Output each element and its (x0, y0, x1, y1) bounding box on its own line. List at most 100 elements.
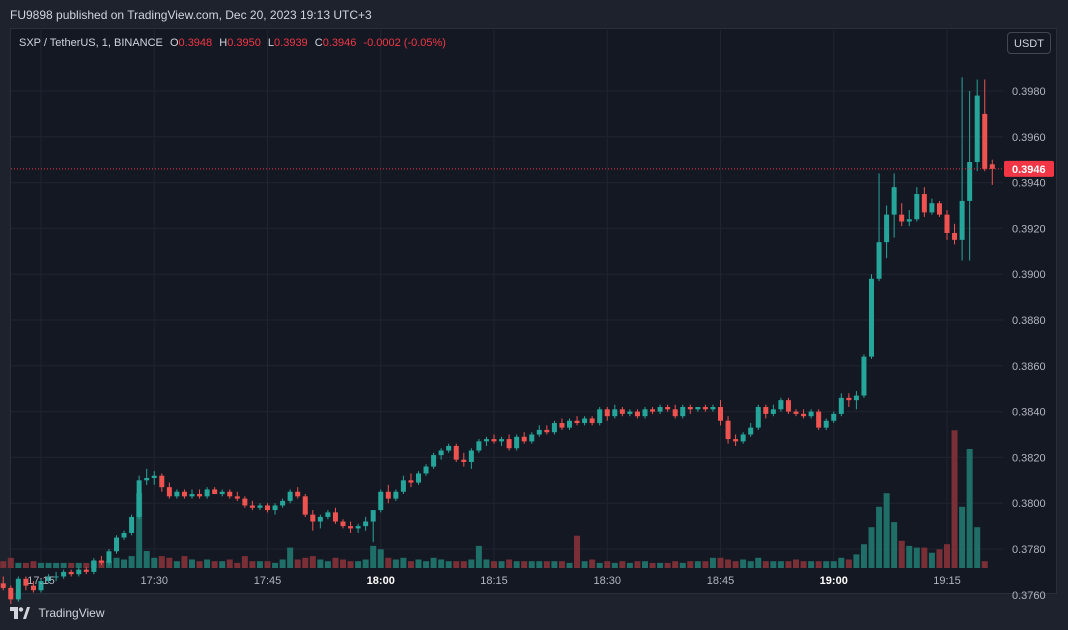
candle[interactable] (695, 407, 701, 410)
candle[interactable] (340, 521, 346, 527)
candle[interactable] (506, 439, 512, 449)
candle[interactable] (544, 429, 550, 433)
candle[interactable] (166, 487, 172, 497)
candle[interactable] (91, 560, 97, 572)
candle[interactable] (627, 411, 633, 414)
candle[interactable] (385, 491, 391, 499)
candle[interactable] (393, 491, 399, 499)
candle[interactable] (831, 413, 837, 421)
candle[interactable] (438, 450, 444, 456)
candle[interactable] (197, 494, 203, 497)
candle[interactable] (332, 512, 338, 522)
candle[interactable] (310, 514, 316, 522)
candle[interactable] (257, 505, 263, 508)
candle[interactable] (733, 439, 739, 442)
candle[interactable] (129, 516, 135, 533)
candle[interactable] (204, 489, 210, 497)
currency-button[interactable]: USDT (1007, 32, 1051, 54)
candle[interactable] (227, 491, 233, 497)
candle[interactable] (144, 478, 150, 481)
candle[interactable] (619, 409, 625, 414)
candle[interactable] (793, 411, 799, 414)
candle[interactable] (295, 491, 301, 497)
candle[interactable] (551, 423, 557, 433)
candle[interactable] (982, 113, 988, 169)
candle[interactable] (151, 475, 157, 479)
candle[interactable] (869, 278, 874, 357)
candle[interactable] (974, 95, 980, 162)
candle[interactable] (718, 407, 723, 421)
candle[interactable] (567, 420, 572, 428)
candle[interactable] (521, 436, 527, 442)
candle[interactable] (423, 466, 429, 474)
candle[interactable] (15, 578, 21, 600)
candle[interactable] (416, 473, 421, 483)
candle[interactable] (370, 510, 376, 522)
candle[interactable] (83, 569, 89, 572)
candle[interactable] (348, 526, 354, 529)
candle[interactable] (914, 194, 920, 220)
candle[interactable] (801, 413, 807, 417)
candle[interactable] (959, 200, 965, 240)
footer-brand[interactable]: TradingView (38, 605, 105, 620)
candle[interactable] (499, 439, 505, 442)
candle[interactable] (891, 187, 897, 215)
candle[interactable] (287, 491, 293, 501)
candle[interactable] (355, 526, 361, 529)
candle[interactable] (514, 436, 520, 449)
candle[interactable] (634, 411, 640, 417)
candle[interactable] (755, 407, 761, 428)
candle[interactable] (76, 569, 82, 575)
candle[interactable] (468, 450, 474, 462)
chart-frame[interactable] (10, 28, 1057, 594)
candle[interactable] (597, 409, 603, 424)
candle[interactable] (325, 512, 331, 517)
candle[interactable] (899, 214, 905, 222)
candle[interactable] (763, 407, 769, 414)
candle[interactable] (189, 494, 195, 497)
candle[interactable] (665, 407, 671, 410)
candle[interactable] (280, 500, 286, 506)
candle[interactable] (861, 356, 867, 396)
candle[interactable] (491, 439, 497, 442)
candle[interactable] (461, 459, 467, 462)
candle[interactable] (967, 161, 973, 201)
candle[interactable] (265, 505, 270, 511)
candle[interactable] (106, 551, 112, 563)
candle[interactable] (846, 397, 852, 401)
candle[interactable] (181, 491, 187, 497)
candle[interactable] (53, 576, 59, 578)
candle[interactable] (378, 491, 384, 511)
candle[interactable] (906, 219, 912, 222)
candle[interactable] (929, 203, 935, 213)
candle[interactable] (944, 214, 950, 233)
candle[interactable] (778, 400, 784, 410)
candle[interactable] (249, 505, 255, 508)
candle[interactable] (710, 407, 716, 410)
candle[interactable] (989, 164, 995, 169)
candle[interactable] (8, 587, 14, 600)
candle[interactable] (725, 420, 731, 440)
candle[interactable] (61, 571, 67, 577)
candle[interactable] (702, 407, 708, 410)
candle[interactable] (317, 516, 323, 522)
candle[interactable] (876, 242, 882, 279)
candle[interactable] (174, 491, 180, 497)
candle[interactable] (363, 521, 369, 527)
candle[interactable] (574, 420, 580, 424)
candle[interactable] (650, 409, 656, 412)
candle[interactable] (46, 576, 52, 582)
candle[interactable] (589, 418, 595, 424)
candle[interactable] (680, 407, 686, 417)
candle[interactable] (212, 489, 218, 495)
candle[interactable] (536, 429, 542, 435)
candle[interactable] (612, 409, 618, 417)
candle[interactable] (98, 560, 104, 563)
candle[interactable] (823, 420, 829, 428)
candle[interactable] (952, 232, 958, 240)
candle[interactable] (483, 439, 489, 442)
candle[interactable] (272, 505, 278, 511)
candle[interactable] (785, 400, 791, 412)
candle[interactable] (476, 441, 482, 451)
